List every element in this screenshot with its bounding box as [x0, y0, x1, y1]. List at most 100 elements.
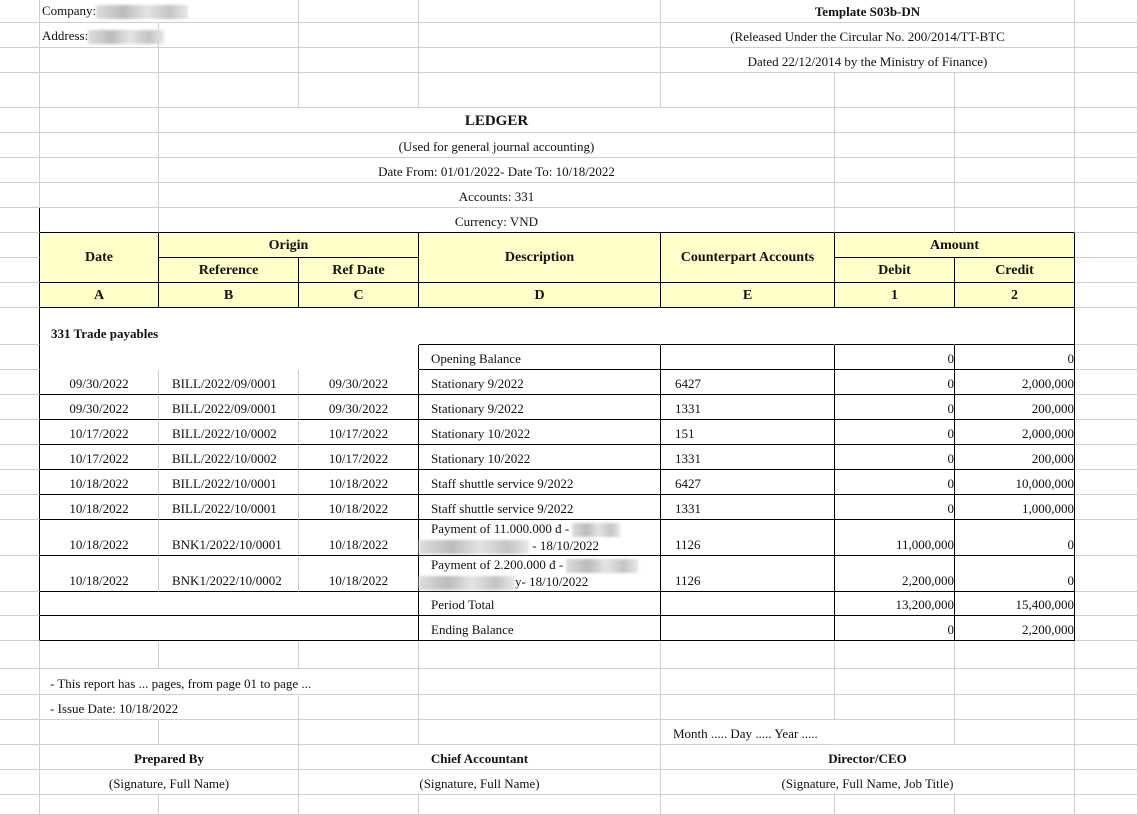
col-letter: 1 [835, 283, 955, 308]
description-line-1: Payment of 2.200.000 đ - [431, 557, 564, 573]
entry-credit: 0 [955, 520, 1075, 557]
entry-description: Payment of 2.200.000 đ - y- 18/10/2022 [419, 556, 661, 593]
opening-balance-row[interactable]: Opening Balance 0 0 [0, 345, 1138, 370]
entry-ref-date: 10/18/2022 [299, 520, 419, 557]
period-total-row[interactable]: Period Total 13,200,000 15,400,000 [0, 592, 1138, 617]
gutter-cell [0, 420, 40, 445]
director: Director/CEO [661, 745, 1075, 771]
entry-counterpart-account: 1331 [661, 495, 835, 520]
entry-ref-date: 10/18/2022 [299, 556, 419, 593]
entry-reference: BILL/2022/10/0002 [159, 445, 299, 470]
ending-label: Ending Balance [419, 616, 661, 642]
released-note: (Released Under the Circular No. 200/201… [661, 23, 1075, 48]
address-cell[interactable]: Address: [40, 23, 165, 48]
period-total-credit: 15,400,000 [955, 592, 1075, 617]
ledger-row[interactable]: 09/30/2022 BILL/2022/09/0001 09/30/2022 Sta… [0, 370, 1138, 395]
ledger-row[interactable]: 10/18/2022 BNK1/2022/10/0002 10/18/2022 Pay… [0, 556, 1138, 593]
gutter-cell [1075, 420, 1138, 445]
company-label: Company: [42, 2, 97, 18]
entry-ref-date: 09/30/2022 [299, 395, 419, 420]
col-description: Description [419, 233, 661, 283]
ledger-row[interactable]: 10/18/2022 BNK1/2022/10/0001 10/18/2022 Pay… [0, 520, 1138, 557]
dated-note: Dated 22/12/2014 by the Ministry of Fina… [661, 48, 1075, 73]
ledger-row[interactable]: 09/30/2022 BILL/2022/09/0001 09/30/2022 Sta… [0, 395, 1138, 420]
ending-balance-row[interactable]: Ending Balance 0 2,200,000 [0, 616, 1138, 642]
entry-debit: 2,200,000 [835, 556, 955, 593]
entry-date: 09/30/2022 [40, 395, 159, 420]
ledger-row[interactable]: 10/17/2022 BILL/2022/10/0002 10/17/2022 Sta… [0, 420, 1138, 445]
col-ref-date: Ref Date [299, 258, 419, 283]
entry-ref-date: 10/17/2022 [299, 420, 419, 445]
entry-credit: 2,000,000 [955, 420, 1075, 445]
entry-credit: 2,000,000 [955, 370, 1075, 395]
entry-date: 09/30/2022 [40, 370, 159, 395]
chief-accountant: Chief Accountant [299, 745, 661, 771]
entry-debit: 0 [835, 495, 955, 520]
entry-credit: 10,000,000 [955, 470, 1075, 495]
gutter-cell [1075, 495, 1138, 520]
col-letter: C [299, 283, 419, 308]
report-title: LEDGER [159, 108, 835, 133]
entry-debit: 0 [835, 395, 955, 420]
entry-description: Stationary 10/2022 [419, 420, 661, 445]
payee-redacted [419, 540, 529, 555]
address-label: Address: [42, 27, 89, 43]
ending-debit: 0 [835, 616, 955, 642]
col-letter: A [40, 283, 159, 308]
prepared-signature: (Signature, Full Name) [40, 770, 299, 796]
entry-debit: 0 [835, 420, 955, 445]
gutter-cell [0, 556, 40, 593]
currency: Currency: VND [159, 208, 835, 233]
entry-credit: 200,000 [955, 395, 1075, 420]
col-letter: B [159, 283, 299, 308]
gutter-cell [0, 470, 40, 495]
period-total-label: Period Total [419, 592, 661, 617]
col-letter: E [661, 283, 835, 308]
entry-reference: BILL/2022/10/0002 [159, 420, 299, 445]
col-credit: Credit [955, 258, 1075, 283]
gutter-cell [1075, 370, 1138, 395]
gutter-cell [1075, 395, 1138, 420]
ledger-row[interactable]: 10/18/2022 BILL/2022/10/0001 10/18/2022 St… [0, 470, 1138, 495]
ending-credit: 2,200,000 [955, 616, 1075, 642]
entry-counterpart-account: 1331 [661, 445, 835, 470]
entry-counterpart-account: 151 [661, 420, 835, 445]
gutter-cell [0, 495, 40, 520]
company-cell[interactable]: Company: [40, 0, 189, 23]
section-title: 331 Trade payables [51, 326, 159, 341]
ledger-row[interactable]: 10/17/2022 BILL/2022/10/0002 10/17/2022 Sta… [0, 445, 1138, 470]
gutter-cell [0, 520, 40, 557]
entry-counterpart-account: 1331 [661, 395, 835, 420]
entry-date: 10/17/2022 [40, 445, 159, 470]
entry-description: Stationary 9/2022 [419, 370, 661, 395]
entry-reference: BILL/2022/10/0001 [159, 470, 299, 495]
col-letter: D [419, 283, 661, 308]
prepared-by: Prepared By [40, 745, 299, 771]
entry-counterpart-account: 1126 [661, 556, 835, 593]
entry-credit: 1,000,000 [955, 495, 1075, 520]
entry-date: 10/18/2022 [40, 470, 159, 495]
entry-reference: BNK1/2022/10/0001 [159, 520, 299, 557]
entry-counterpart-account: 6427 [661, 370, 835, 395]
description-line-2: y- 18/10/2022 [515, 574, 589, 590]
period-total-debit: 13,200,000 [835, 592, 955, 617]
entry-ref-date: 09/30/2022 [299, 370, 419, 395]
col-date: Date [40, 233, 159, 283]
entry-reference: BILL/2022/09/0001 [159, 395, 299, 420]
entry-credit: 0 [955, 556, 1075, 593]
gutter-cell [0, 445, 40, 470]
gutter-cell [1075, 556, 1138, 593]
director-signature: (Signature, Full Name, Job Title) [661, 770, 1075, 796]
entry-debit: 0 [835, 470, 955, 495]
accounts: Accounts: 331 [159, 183, 835, 208]
entry-description: Payment of 11.000.000 đ - - 18/10/2022 [419, 520, 661, 557]
entry-reference: BILL/2022/10/0001 [159, 495, 299, 520]
gutter-cell [1075, 520, 1138, 557]
gutter-cell [1075, 445, 1138, 470]
ledger-row[interactable]: 10/18/2022 BILL/2022/10/0001 10/18/2022 St… [0, 495, 1138, 520]
entry-debit: 0 [835, 445, 955, 470]
entry-description: Stationary 9/2022 [419, 395, 661, 420]
payee-redacted [419, 576, 515, 591]
col-counterpart: Counterpart Accounts [661, 233, 835, 283]
